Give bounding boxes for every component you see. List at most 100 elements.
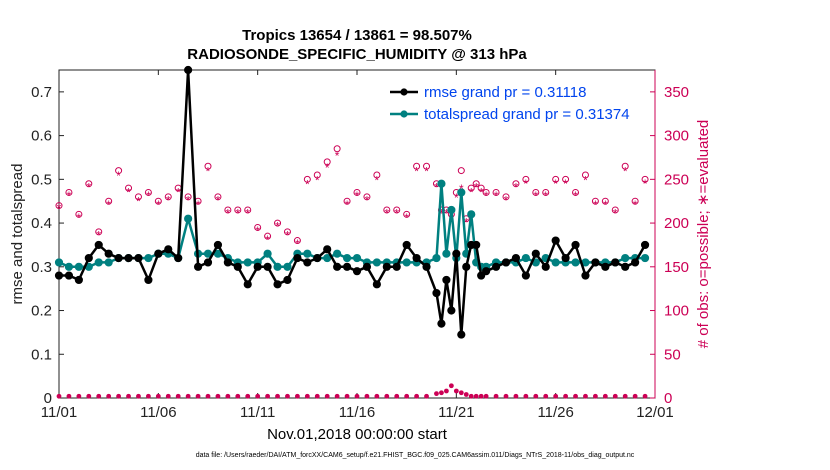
obs-evaluated-marker: * — [365, 193, 370, 207]
rmse-point — [561, 253, 570, 263]
rmse-point — [154, 249, 163, 258]
y-tick-label: 0.6 — [31, 128, 52, 145]
obs-possible-marker — [144, 188, 152, 196]
obs-near-zero-marker — [334, 393, 340, 399]
totalspread-point — [263, 249, 272, 258]
totalspread-point — [571, 258, 580, 267]
obs-near-zero-marker — [463, 392, 469, 397]
chart-title-line1: Tropics 13654 / 13861 = 98.507% — [242, 27, 472, 44]
obs-evaluated-marker: * — [454, 191, 459, 205]
legend-marker-rmse — [400, 88, 408, 96]
obs-evaluated-marker: * — [325, 161, 330, 175]
obs-near-zero-marker — [444, 388, 449, 394]
obs-possible-marker — [572, 188, 580, 196]
obs-near-zero-marker — [195, 393, 201, 399]
rmse-point — [293, 253, 302, 263]
obs-evaluated-marker: * — [255, 224, 260, 238]
rmse-point — [392, 262, 401, 271]
obs-evaluated-marker: * — [156, 198, 161, 212]
rmse-point — [412, 253, 421, 263]
obs-near-zero-marker — [66, 393, 72, 399]
obs-possible-marker — [393, 206, 401, 214]
legend-marker-totalspread — [400, 110, 408, 118]
plot-frame — [58, 69, 656, 399]
obs-near-zero-marker — [622, 393, 628, 399]
obs-evaluated-marker: * — [166, 193, 171, 207]
rmse-point — [591, 258, 600, 267]
obs-evaluated-marker: * — [216, 193, 221, 207]
obs-near-zero-marker — [384, 393, 390, 399]
obs-near-zero-marker — [185, 393, 191, 399]
obs-near-zero-marker — [225, 393, 231, 399]
obs-possible-marker — [611, 206, 619, 214]
obs-evaluated-marker: * — [345, 198, 350, 212]
obs-near-zero-marker — [563, 393, 568, 399]
obs-evaluated-marker: * — [285, 228, 290, 242]
chart-title-line2: RADIOSONDE_SPECIFIC_HUMIDITY @ 313 hPa — [187, 46, 527, 63]
obs-evaluated-marker: * — [335, 149, 340, 163]
totalspread-point — [74, 262, 83, 271]
obs-evaluated-marker: * — [623, 165, 628, 179]
obs-possible-marker — [591, 197, 599, 205]
obs-evaluated-marker: * — [479, 186, 484, 200]
obs-possible-marker — [467, 184, 475, 192]
obs-evaluated-marker: * — [186, 193, 191, 207]
rmse-point — [541, 262, 550, 271]
y-right-tick-label: 50 — [664, 346, 681, 363]
obs-evaluated-marker: * — [563, 177, 568, 191]
obs-near-zero-marker — [205, 393, 211, 399]
totalspread-point — [467, 210, 476, 219]
rmse-point — [114, 253, 123, 263]
rmse-point — [303, 258, 312, 267]
rmse-point — [447, 306, 456, 315]
rmse-point — [511, 253, 521, 263]
obs-possible-marker — [343, 197, 351, 205]
obs-evaluated-marker: * — [235, 207, 240, 221]
obs-evaluated-marker: * — [583, 173, 588, 187]
obs-near-zero-marker — [513, 393, 519, 399]
obs-evaluated-marker: * — [315, 173, 320, 187]
rmse-point — [472, 240, 481, 250]
obs-near-zero-marker — [632, 393, 638, 399]
obs-evaluated-marker: * — [126, 186, 131, 200]
obs-near-zero-marker — [285, 393, 290, 399]
obs-possible-marker — [333, 145, 341, 153]
rmse-point — [84, 253, 93, 263]
obs-possible-marker — [105, 197, 113, 205]
obs-near-zero-marker — [126, 393, 131, 399]
rmse-point — [501, 258, 511, 267]
totalspread-point — [54, 258, 64, 267]
obs-possible-marker — [85, 180, 93, 188]
obs-near-zero-marker — [434, 391, 439, 397]
rmse-point — [283, 275, 292, 285]
rmse-point — [631, 258, 640, 267]
obs-near-zero-marker — [155, 393, 161, 399]
obs-evaluated-marker: * — [176, 186, 181, 200]
obs-possible-marker — [492, 188, 500, 196]
totalspread-point — [352, 253, 362, 263]
obs-near-zero-marker — [56, 393, 62, 399]
obs-possible-marker — [75, 210, 83, 218]
obs-possible-marker — [283, 228, 291, 236]
obs-near-zero-marker — [602, 393, 608, 399]
obs-evaluated-marker: * — [146, 189, 151, 203]
obs-evaluated-marker: * — [633, 198, 638, 212]
obs-evaluated-marker: * — [439, 207, 444, 221]
obs-evaluated-marker: * — [86, 180, 91, 194]
rmse-point — [581, 271, 590, 280]
obs-evaluated-marker: * — [543, 189, 548, 203]
obs-evaluated-marker: * — [424, 165, 429, 179]
obs-near-zero-marker — [295, 393, 300, 399]
totalspread-point — [144, 253, 153, 263]
obs-possible-marker — [303, 175, 311, 183]
obs-evaluated-marker: * — [196, 198, 201, 212]
obs-possible-marker — [457, 167, 465, 175]
obs-evaluated-marker: * — [643, 177, 648, 191]
legend-label-rmse: rmse grand pr = 0.31118 — [424, 84, 586, 101]
obs-possible-marker — [224, 206, 232, 214]
obs-evaluated-marker: * — [404, 211, 409, 225]
totalspread-point — [402, 258, 411, 267]
obs-evaluated-marker: * — [524, 177, 529, 191]
rmse-point — [621, 262, 630, 271]
